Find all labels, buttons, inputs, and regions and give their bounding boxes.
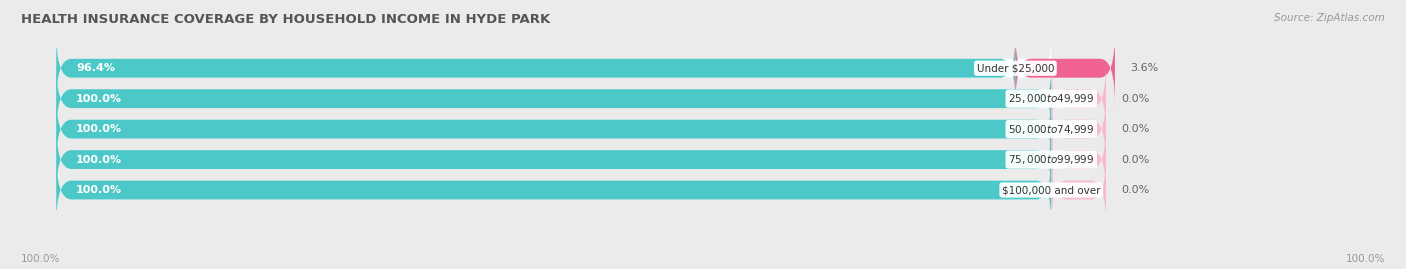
- Text: 100.0%: 100.0%: [1346, 254, 1385, 264]
- Text: 0.0%: 0.0%: [1121, 185, 1149, 195]
- FancyBboxPatch shape: [56, 32, 1015, 104]
- Text: Under $25,000: Under $25,000: [977, 63, 1054, 73]
- Text: $25,000 to $49,999: $25,000 to $49,999: [1008, 92, 1094, 105]
- Text: 3.6%: 3.6%: [1130, 63, 1159, 73]
- FancyBboxPatch shape: [56, 154, 1052, 226]
- FancyBboxPatch shape: [56, 32, 1052, 104]
- Text: HEALTH INSURANCE COVERAGE BY HOUSEHOLD INCOME IN HYDE PARK: HEALTH INSURANCE COVERAGE BY HOUSEHOLD I…: [21, 13, 550, 26]
- Text: 100.0%: 100.0%: [76, 94, 122, 104]
- FancyBboxPatch shape: [56, 154, 1052, 226]
- FancyBboxPatch shape: [1052, 123, 1107, 196]
- Text: 0.0%: 0.0%: [1121, 94, 1149, 104]
- Text: $75,000 to $99,999: $75,000 to $99,999: [1008, 153, 1094, 166]
- FancyBboxPatch shape: [1015, 32, 1115, 104]
- FancyBboxPatch shape: [1052, 154, 1107, 226]
- Text: 100.0%: 100.0%: [21, 254, 60, 264]
- Text: $50,000 to $74,999: $50,000 to $74,999: [1008, 123, 1094, 136]
- Text: Source: ZipAtlas.com: Source: ZipAtlas.com: [1274, 13, 1385, 23]
- Text: 100.0%: 100.0%: [76, 185, 122, 195]
- Text: 100.0%: 100.0%: [76, 124, 122, 134]
- Text: 0.0%: 0.0%: [1121, 124, 1149, 134]
- Text: $100,000 and over: $100,000 and over: [1002, 185, 1101, 195]
- FancyBboxPatch shape: [1052, 62, 1107, 135]
- Text: 100.0%: 100.0%: [76, 155, 122, 165]
- FancyBboxPatch shape: [56, 123, 1052, 196]
- FancyBboxPatch shape: [56, 62, 1052, 135]
- FancyBboxPatch shape: [56, 123, 1052, 196]
- FancyBboxPatch shape: [1052, 93, 1107, 165]
- FancyBboxPatch shape: [56, 93, 1052, 165]
- Text: 96.4%: 96.4%: [76, 63, 115, 73]
- Text: 0.0%: 0.0%: [1121, 155, 1149, 165]
- FancyBboxPatch shape: [56, 93, 1052, 165]
- FancyBboxPatch shape: [56, 62, 1052, 135]
